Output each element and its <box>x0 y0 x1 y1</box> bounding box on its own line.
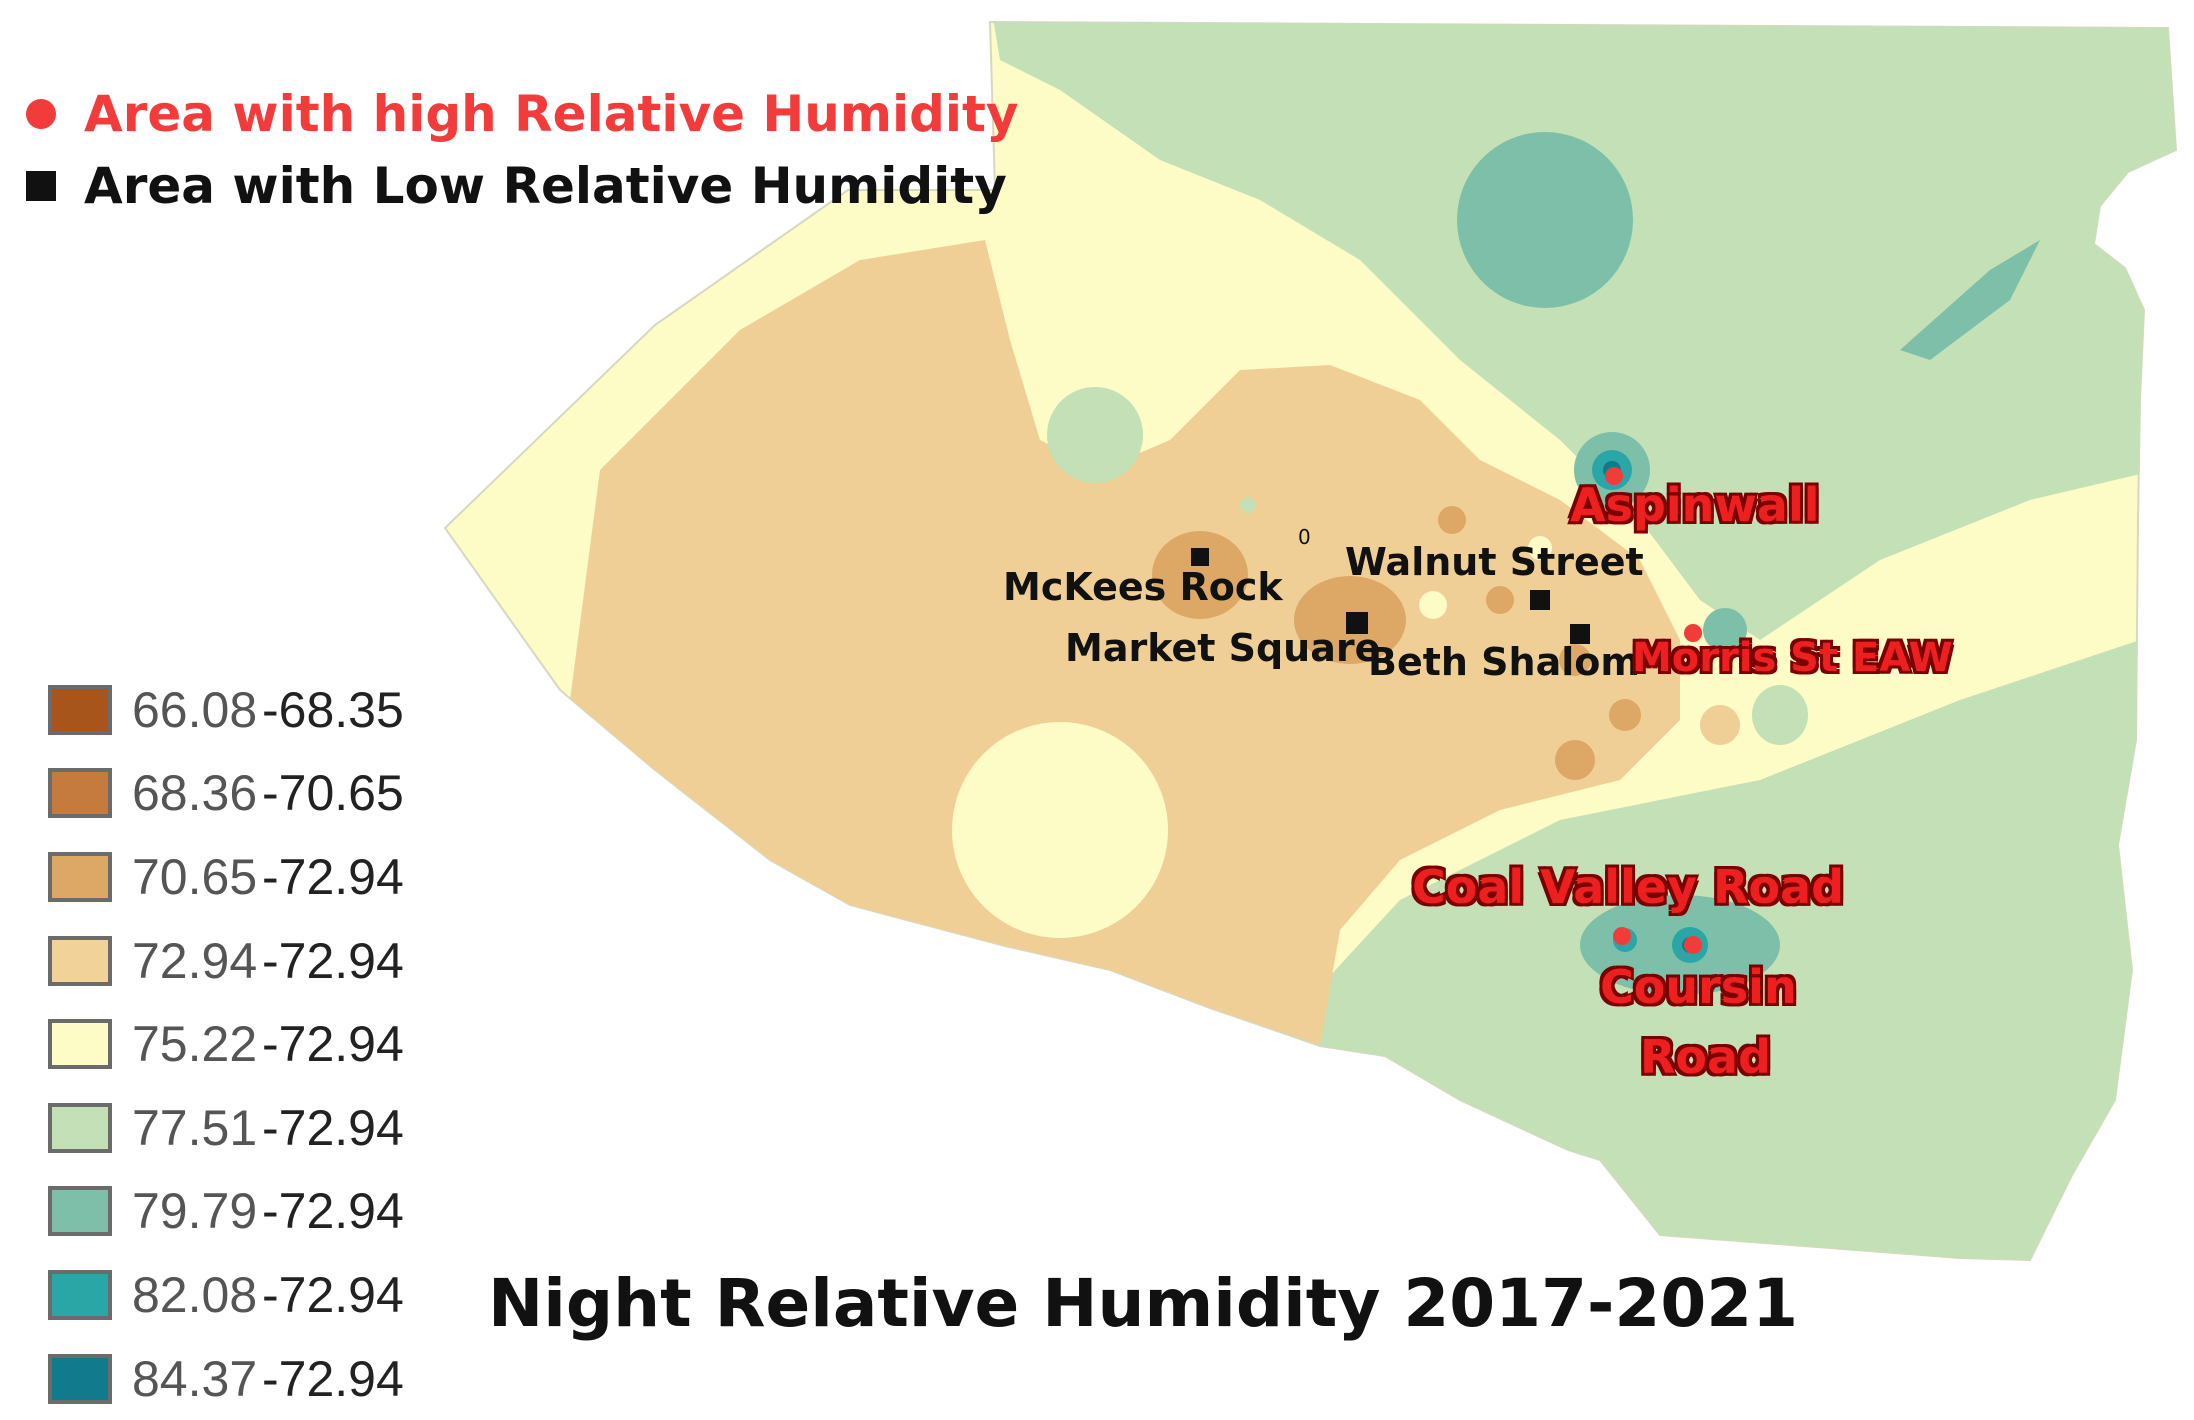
ramp-from: 66.08 <box>132 681 258 738</box>
marker-high-coal <box>1613 927 1631 945</box>
zone-77-green <box>990 22 2176 640</box>
ramp-swatch <box>48 768 112 819</box>
black-square-icon <box>26 171 56 201</box>
zone-79-ne <box>1457 132 1633 308</box>
label-coal-valley-road: Coal Valley Road <box>1412 860 1845 914</box>
legend-high-label: Area with high Relative Humidity <box>84 85 1019 143</box>
ramp-swatch <box>48 1102 112 1153</box>
legend-low-label: Area with Low Relative Humidity <box>84 157 1007 215</box>
marker-low-market <box>1346 612 1368 634</box>
ramp-to: -70.65 <box>262 765 404 822</box>
ramp-row: 79.79 -72.94 <box>48 1170 404 1254</box>
marker-high-morris <box>1684 624 1702 642</box>
ramp-row: 84.37 -72.94 <box>48 1337 404 1420</box>
marker-low-walnut <box>1530 590 1550 610</box>
ramp-swatch <box>48 1186 112 1237</box>
ramp-from: 77.51 <box>132 1099 258 1156</box>
marker-low-beth <box>1570 624 1590 644</box>
ramp-to: -72.94 <box>262 1183 404 1240</box>
ramp-from: 82.08 <box>132 1266 258 1323</box>
ramp-swatch <box>48 1269 112 1320</box>
label-beth-shalom: Beth Shalom <box>1368 640 1640 684</box>
marker-low-mckees <box>1191 548 1209 566</box>
label-stray-zero: 0 <box>1298 525 1311 549</box>
label-coursin: Coursin <box>1600 960 1797 1014</box>
legend-low-row: Area with Low Relative Humidity <box>26 150 1019 222</box>
label-road: Road <box>1640 1030 1771 1084</box>
ramp-row: 66.08 -68.35 <box>48 668 404 752</box>
symbol-legend: Area with high Relative Humidity Area wi… <box>26 78 1019 222</box>
label-morris-st-eaw: Morris St EAW <box>1632 635 1953 681</box>
ramp-row: 70.65 -72.94 <box>48 835 404 919</box>
zone-75-hole <box>952 722 1168 938</box>
legend-high-row: Area with high Relative Humidity <box>26 78 1019 150</box>
ramp-to: -72.94 <box>262 1016 404 1073</box>
label-walnut-street: Walnut Street <box>1345 540 1644 584</box>
ramp-to: -68.35 <box>262 681 404 738</box>
ramp-row: 68.36 -70.65 <box>48 752 404 836</box>
humidity-ramp-legend: 66.08 -68.35 68.36 -70.65 70.65 -72.94 72.94 -7… <box>48 668 404 1420</box>
ramp-swatch <box>48 1019 112 1070</box>
ramp-swatch <box>48 1353 112 1404</box>
ramp-row: 72.94 -72.94 <box>48 919 404 1003</box>
map-title: Night Relative Humidity 2017-2021 <box>488 1265 1799 1342</box>
red-circle-icon <box>26 99 56 129</box>
ramp-from: 84.37 <box>132 1350 258 1407</box>
ramp-from: 75.22 <box>132 1016 258 1073</box>
zone-72-tan <box>570 240 1680 1045</box>
ramp-to: -72.94 <box>262 848 404 905</box>
ramp-to: -72.94 <box>262 932 404 989</box>
ramp-swatch <box>48 851 112 902</box>
label-mckees-rock: McKees Rock <box>1003 565 1283 609</box>
ramp-from: 72.94 <box>132 932 258 989</box>
ramp-from: 68.36 <box>132 765 258 822</box>
marker-high-coursin <box>1684 936 1702 954</box>
ramp-row: 75.22 -72.94 <box>48 1002 404 1086</box>
ramp-to: -72.94 <box>262 1099 404 1156</box>
ramp-to: -72.94 <box>262 1266 404 1323</box>
ramp-row: 82.08 -72.94 <box>48 1253 404 1337</box>
zone-77-island-west <box>1047 387 1143 483</box>
label-market-square: Market Square <box>1065 626 1381 670</box>
ramp-swatch <box>48 684 112 735</box>
label-aspinwall: Aspinwall <box>1570 478 1820 532</box>
ramp-from: 79.79 <box>132 1183 258 1240</box>
ramp-from: 70.65 <box>132 848 258 905</box>
marker-high-aspinwall <box>1605 467 1623 485</box>
zone-70-mckees <box>1152 531 1248 619</box>
ramp-swatch <box>48 935 112 986</box>
ramp-row: 77.51 -72.94 <box>48 1086 404 1170</box>
ramp-to: -72.94 <box>262 1350 404 1407</box>
